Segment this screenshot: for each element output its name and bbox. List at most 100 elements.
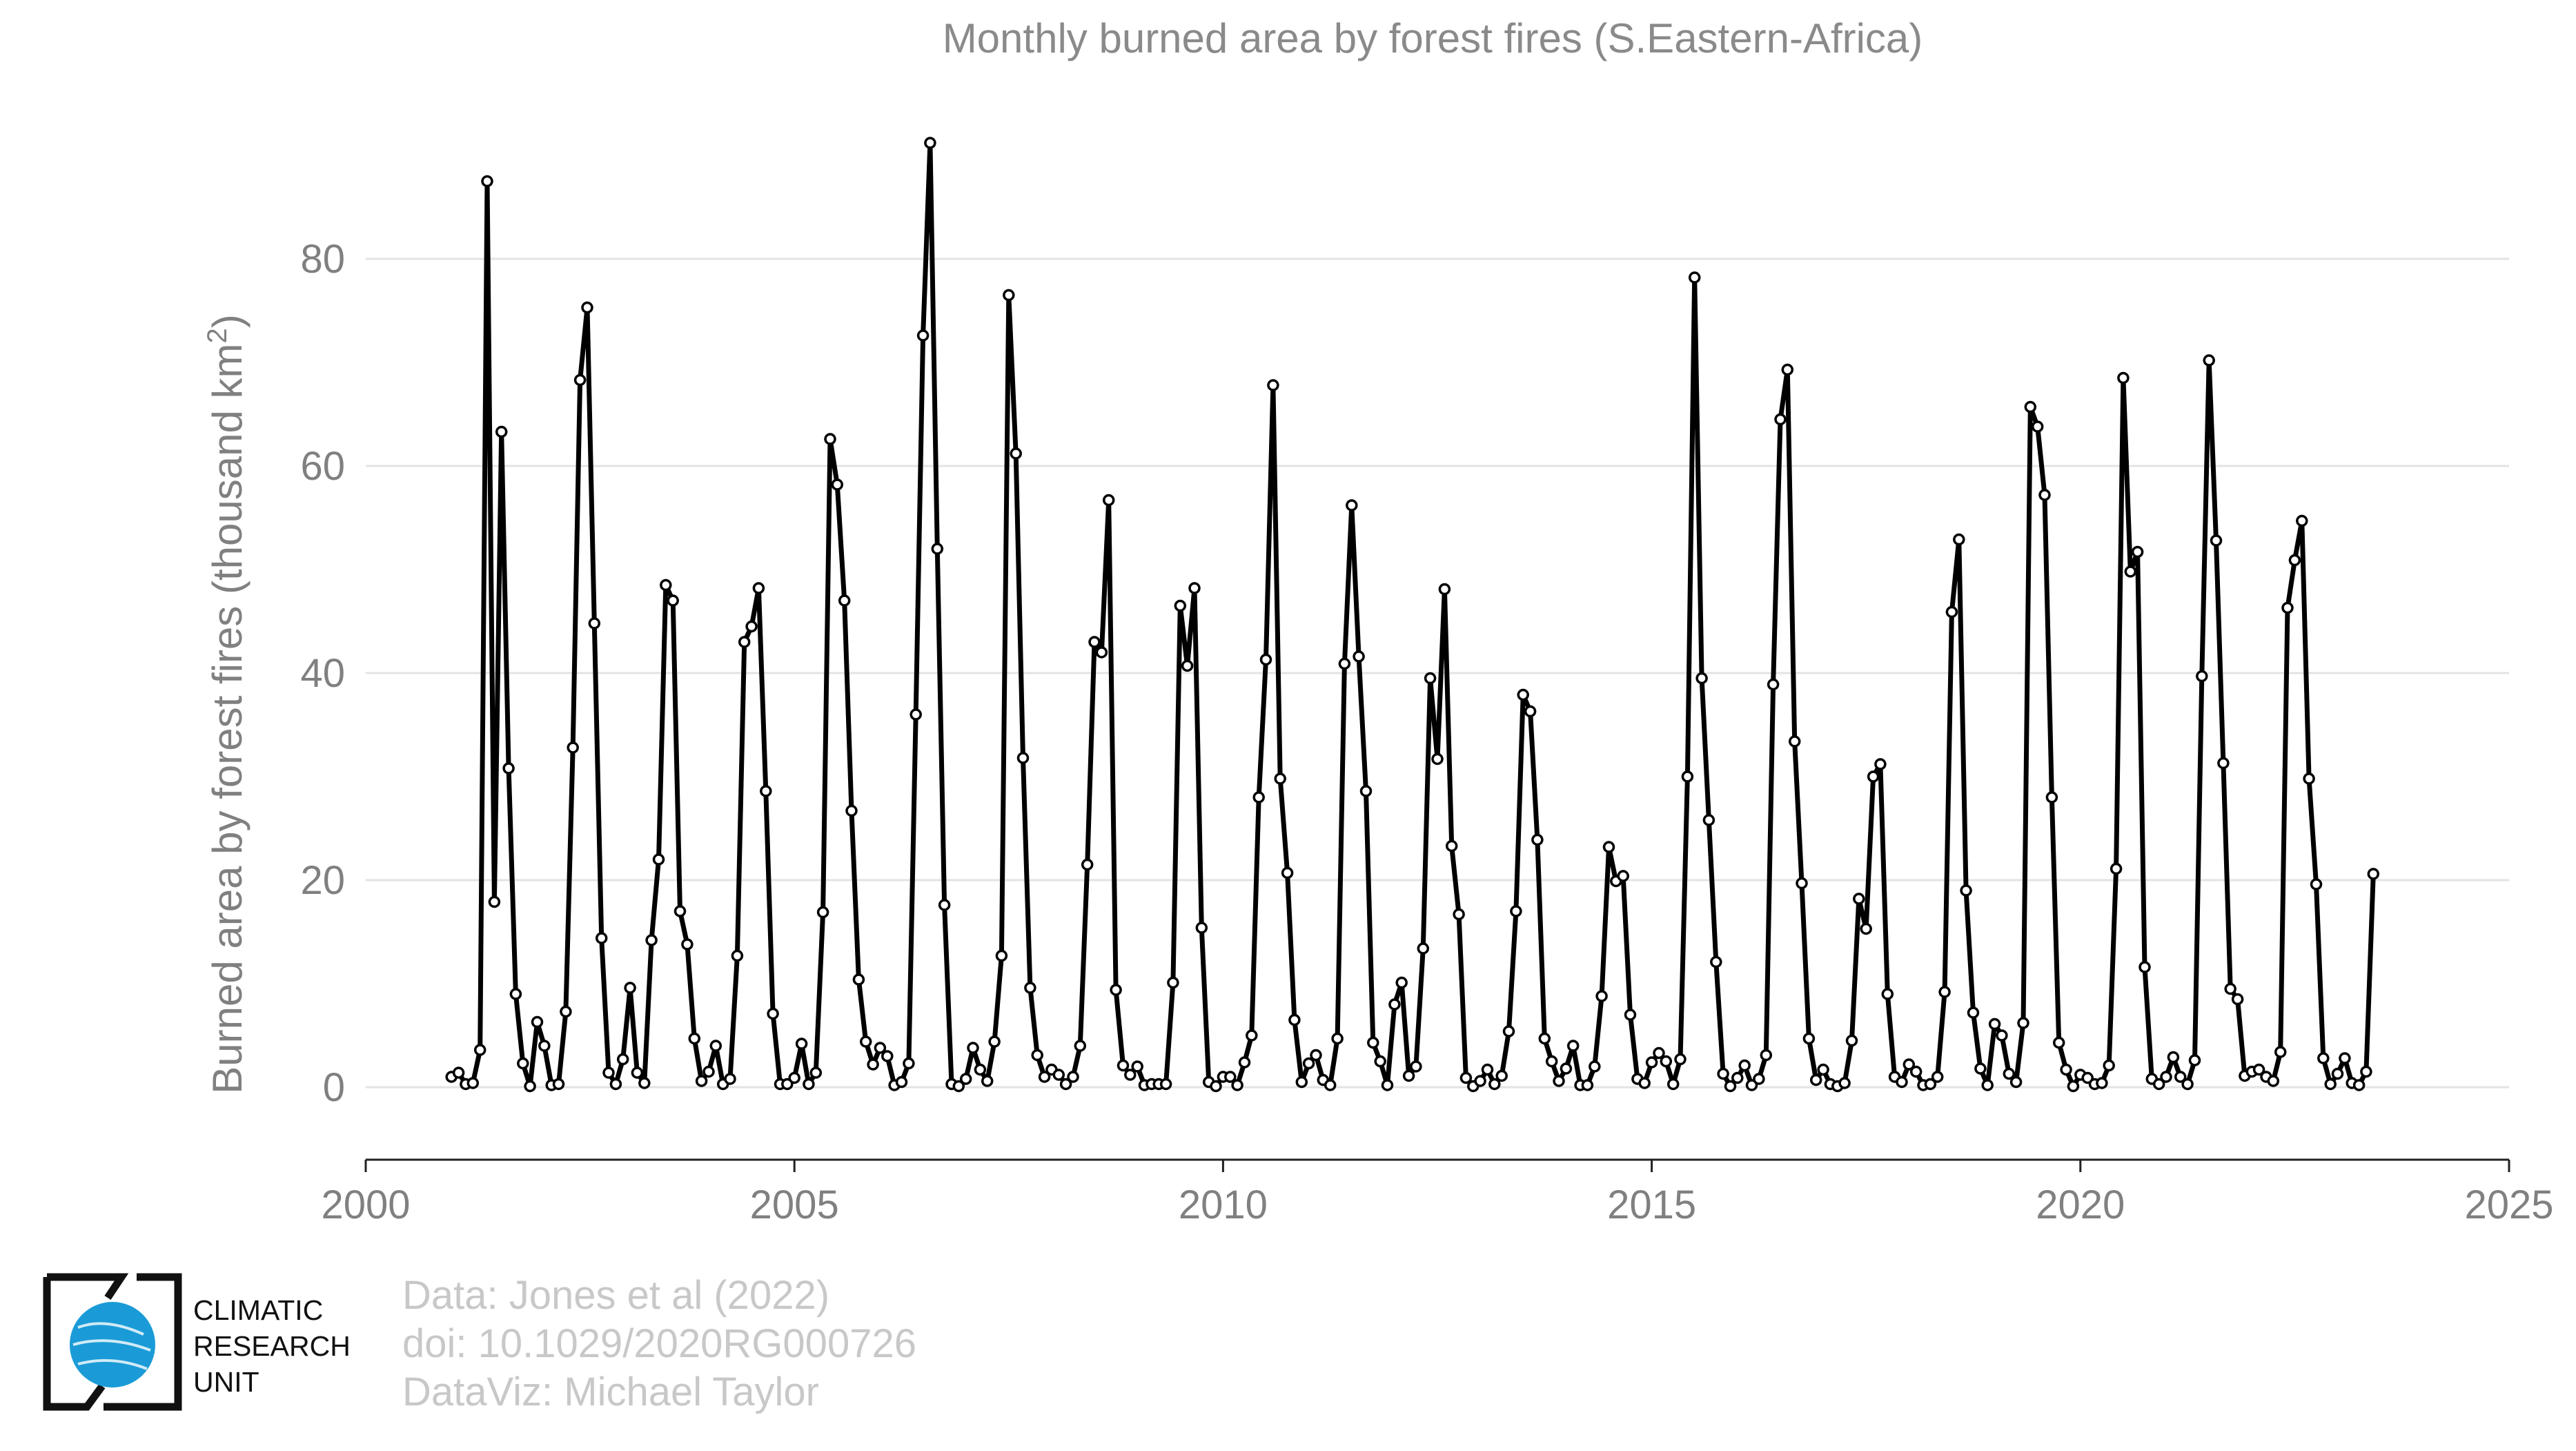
data-point: [2203, 354, 2215, 367]
data-point: [1038, 1071, 1051, 1083]
data-point: [803, 1078, 815, 1091]
data-point: [1288, 1013, 1301, 1026]
data-point: [1381, 1079, 1394, 1091]
x-tick-label: 2020: [2036, 1182, 2125, 1227]
data-point: [560, 1005, 572, 1018]
data-point: [1724, 1080, 1737, 1093]
data-point: [2281, 601, 2294, 614]
logo-text: CLIMATIC RESEARCH UNIT: [193, 1292, 351, 1400]
data-point: [581, 301, 593, 314]
data-point: [2124, 565, 2137, 578]
data-point: [1331, 1032, 1344, 1045]
data-point: [1760, 1049, 1773, 1062]
data-point: [2045, 791, 2058, 804]
data-point: [1124, 1069, 1137, 1081]
data-point: [2117, 371, 2130, 384]
data-point: [2331, 1067, 2344, 1080]
data-point: [2196, 670, 2208, 683]
data-point: [2274, 1046, 2287, 1058]
y-tick-label: 40: [300, 651, 345, 696]
data-point: [838, 594, 851, 607]
data-point: [2160, 1071, 2172, 1083]
data-point: [2252, 1063, 2265, 1076]
data-point: [1853, 893, 1865, 905]
data-point: [1988, 1017, 2001, 1031]
data-point: [1016, 752, 1030, 764]
data-point: [1902, 1058, 1916, 1071]
data-point: [1666, 1078, 1680, 1091]
data-point: [2131, 545, 2144, 558]
data-point: [531, 1015, 544, 1029]
data-point: [1510, 905, 1522, 917]
data-point: [624, 982, 636, 994]
data-point: [2210, 534, 2223, 547]
data-point: [1431, 752, 1444, 766]
data-point: [2067, 1080, 2080, 1093]
credit-doi: doi: 10.1029/2020RG000726: [402, 1321, 916, 1366]
data-point: [688, 1032, 701, 1045]
data-point: [1674, 1053, 1687, 1066]
series-line: [450, 140, 2376, 1089]
data-point: [1367, 1036, 1379, 1049]
data-point: [1767, 678, 1780, 691]
data-point: [1410, 1060, 1422, 1073]
data-point: [695, 1075, 708, 1087]
data-point: [645, 934, 658, 946]
y-axis-label: Burned area by forest fires (thousand km…: [202, 314, 250, 1093]
data-point: [1402, 1069, 1415, 1082]
data-point: [1095, 646, 1108, 659]
data-point: [1710, 955, 1722, 968]
data-point: [660, 578, 672, 592]
data-point: [1838, 1077, 1851, 1089]
data-point: [1074, 1040, 1087, 1052]
data-point: [2139, 961, 2151, 973]
data-point: [1788, 735, 1801, 748]
globe-icon: [70, 1302, 155, 1387]
data-point: [1031, 1049, 1043, 1062]
data-point: [517, 1057, 529, 1070]
data-point: [1081, 858, 1094, 871]
data-point: [1638, 1077, 1651, 1089]
data-point: [1488, 1078, 1501, 1091]
data-point: [738, 636, 751, 648]
data-point: [1052, 1069, 1065, 1081]
data-point: [2217, 757, 2230, 770]
credit-data-source: Data: Jones et al (2022): [402, 1273, 830, 1318]
data-point: [1553, 1075, 1565, 1087]
data-point: [1474, 1075, 1486, 1087]
data-point: [481, 175, 493, 188]
data-point: [981, 1075, 994, 1087]
credits: Data: Jones et al (2022) doi: 10.1029/20…: [402, 1272, 916, 1416]
data-point: [1924, 1078, 1937, 1091]
data-point: [602, 1067, 615, 1079]
data-point: [667, 594, 679, 607]
data-point: [1538, 1032, 1551, 1045]
y-tick-labels: 0 20 40 60 80: [300, 237, 345, 1110]
data-point: [1681, 770, 1694, 783]
data-point: [852, 973, 865, 986]
data-point: [1224, 1071, 1237, 1083]
data-point: [1274, 772, 1286, 785]
data-point: [2324, 1078, 2337, 1091]
data-point: [1067, 1071, 1079, 1083]
data-point: [2267, 1075, 2280, 1087]
data-point: [2303, 772, 2315, 785]
data-point: [1310, 1049, 1322, 1062]
data-point: [995, 949, 1008, 962]
data-point: [616, 1053, 629, 1066]
data-point: [845, 804, 858, 817]
data-point: [1188, 582, 1201, 594]
data-point: [1102, 494, 1115, 507]
y-tick-label: 20: [300, 858, 345, 903]
cru-logo: [43, 1273, 182, 1411]
data-point: [452, 1067, 465, 1079]
data-point: [974, 1063, 987, 1076]
data-point: [1181, 659, 1194, 672]
x-tick-label: 2015: [1607, 1182, 1696, 1227]
data-point: [2181, 1078, 2194, 1091]
data-point: [1453, 908, 1465, 921]
data-point: [931, 543, 944, 555]
data-point: [638, 1077, 651, 1089]
data-point: [1645, 1056, 1658, 1069]
data-point: [1660, 1055, 1673, 1068]
